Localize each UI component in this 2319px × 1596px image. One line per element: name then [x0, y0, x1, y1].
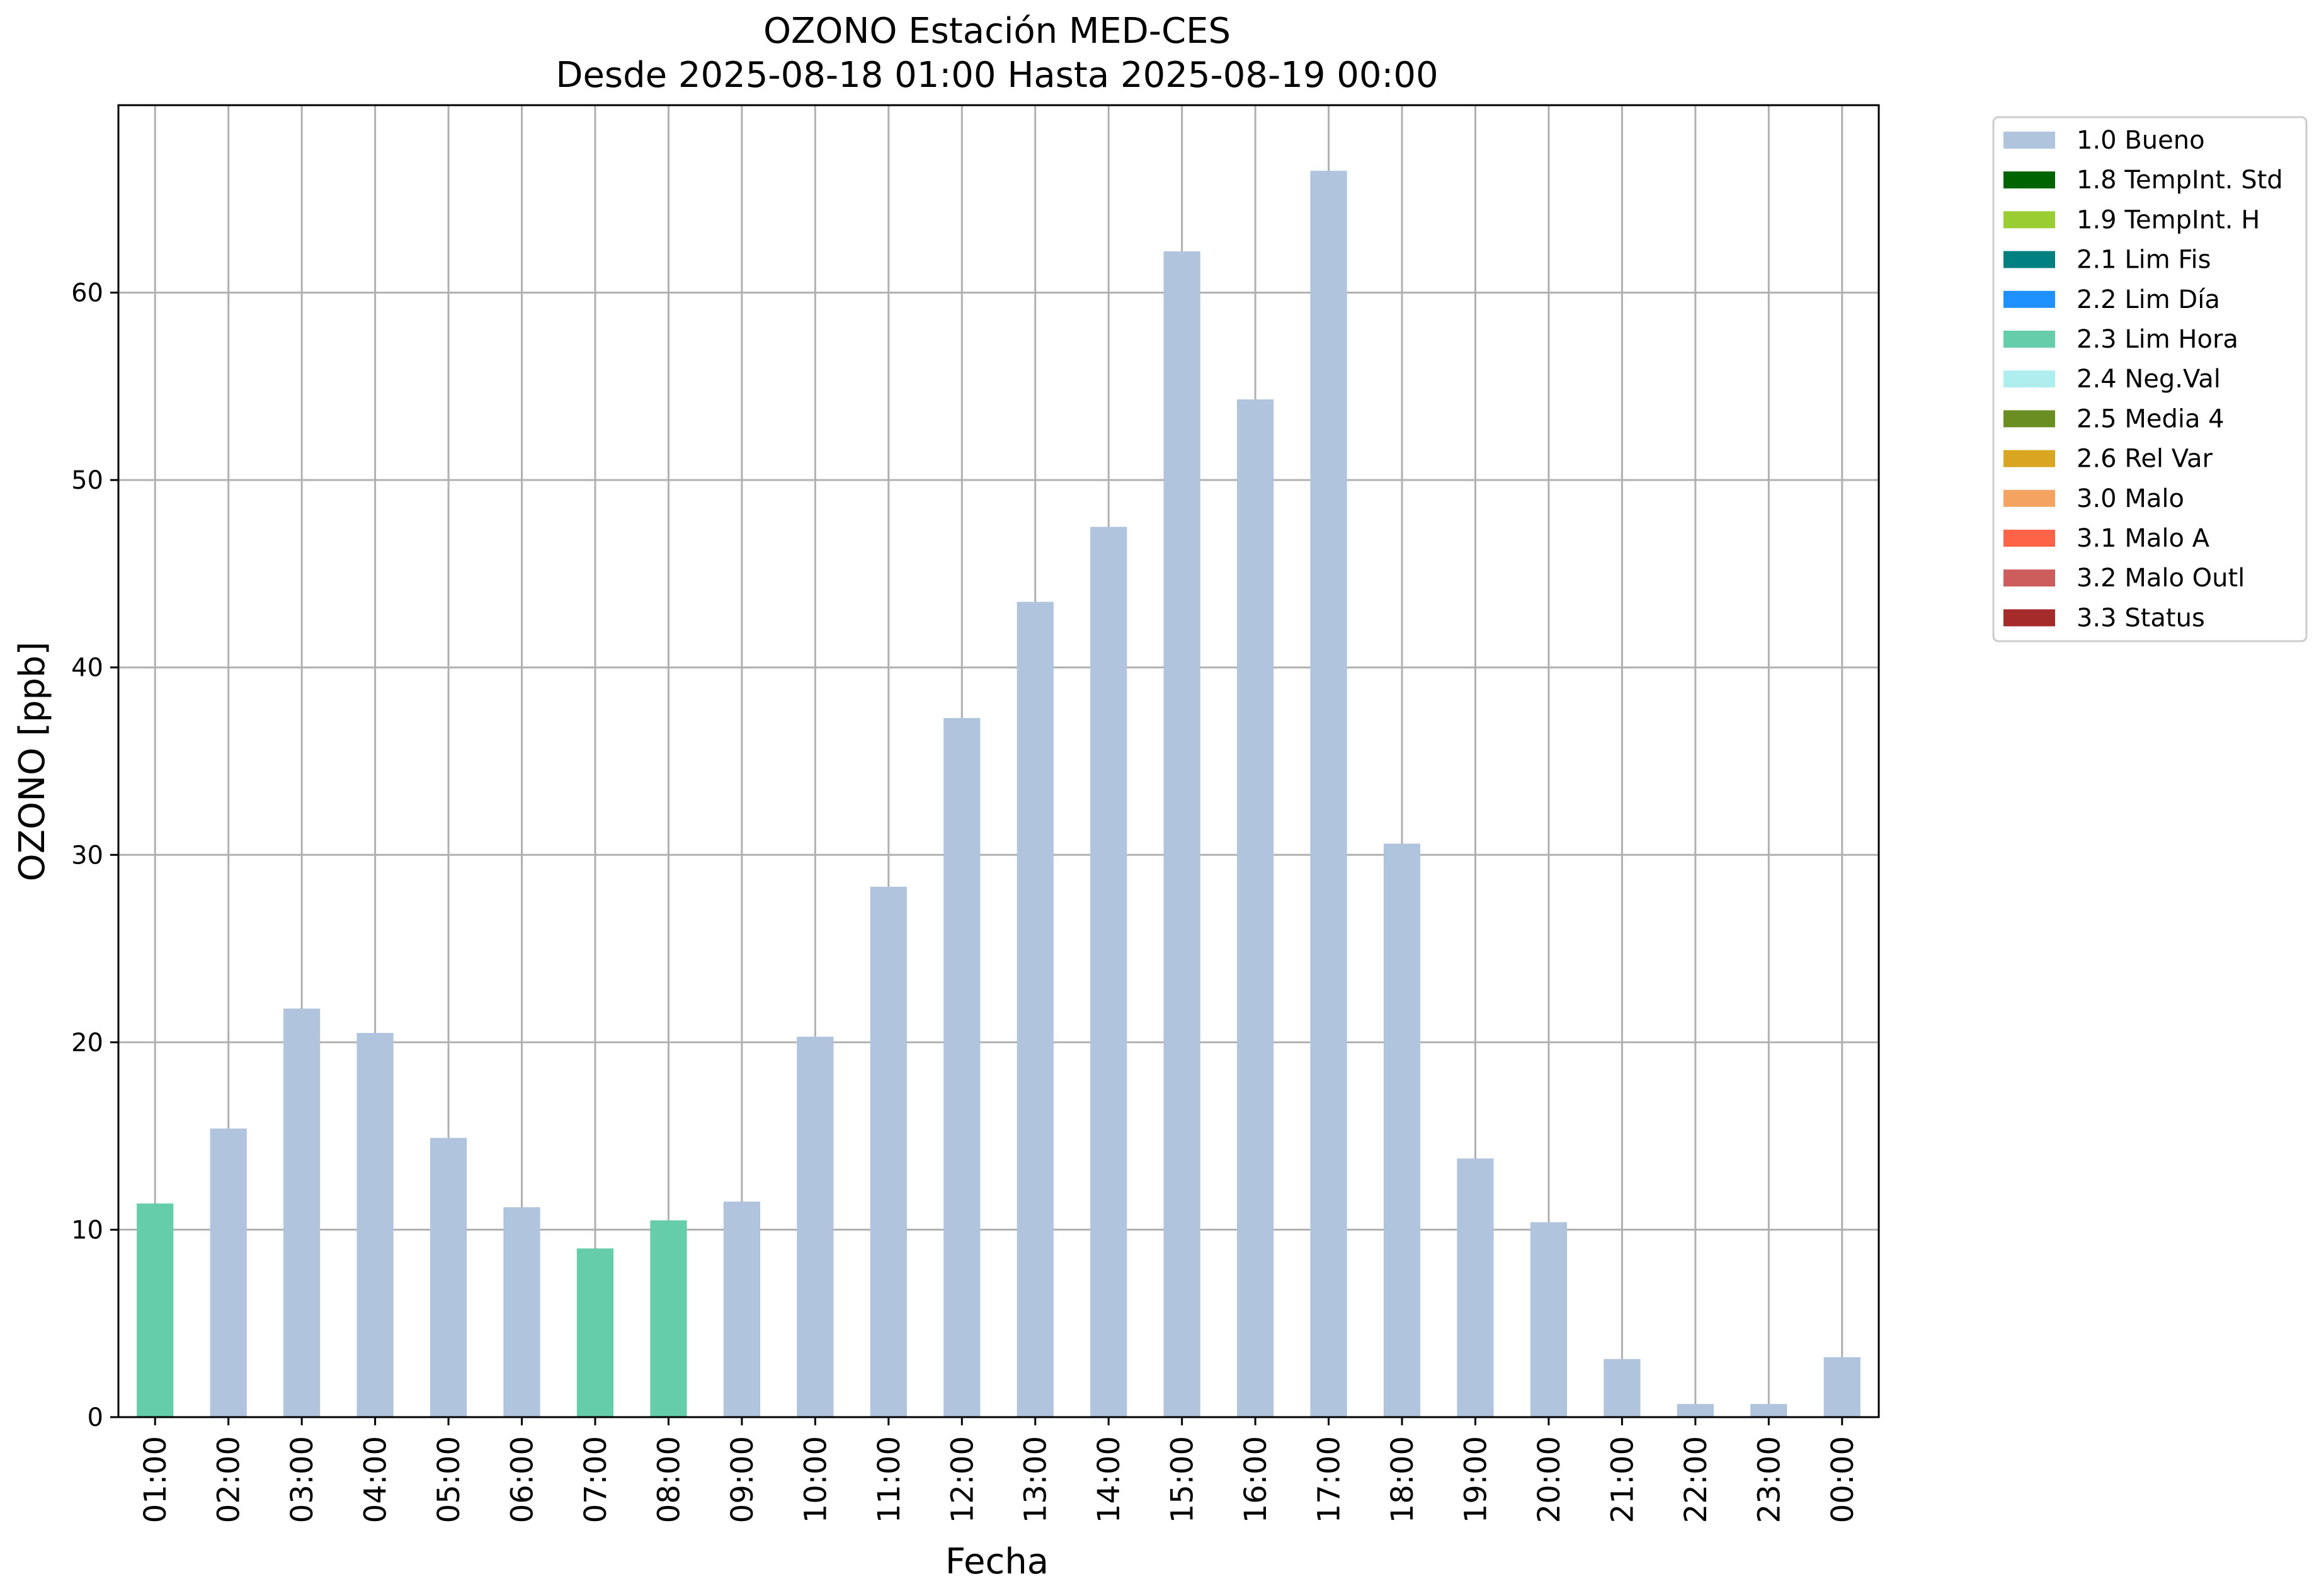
x-tick-label: 21:00	[1605, 1436, 1640, 1523]
legend-swatch	[2003, 370, 2055, 388]
y-tick-label: 40	[71, 654, 103, 683]
legend-swatch	[2003, 569, 2055, 587]
x-tick-label: 05:00	[431, 1436, 467, 1523]
bar-2000	[1530, 1222, 1568, 1417]
legend-label: 3.0 Malo	[2077, 484, 2184, 513]
x-tick-label: 08:00	[651, 1436, 687, 1523]
x-tick-label: 04:00	[358, 1436, 394, 1523]
legend: 1.0 Bueno 1.8 TempInt. Std 1.9 TempInt. H 2…	[1992, 116, 2308, 642]
legend-label: 1.9 TempInt. H	[2077, 205, 2260, 234]
x-tick-label: 02:00	[212, 1436, 247, 1523]
legend-frame	[1992, 116, 2308, 642]
bar-1700	[1310, 171, 1347, 1417]
bar-1400	[1090, 527, 1127, 1418]
x-tick-label: 19:00	[1458, 1436, 1493, 1523]
bar-2200	[1677, 1404, 1714, 1417]
x-tick-label: 09:00	[725, 1436, 760, 1523]
y-tick-label: 50	[71, 466, 103, 495]
bar-1600	[1236, 399, 1274, 1417]
legend-label: 2.1 Lim Fis	[2077, 246, 2211, 275]
x-tick-label: 22:00	[1678, 1436, 1714, 1523]
bar-0100	[137, 1203, 174, 1417]
legend-swatch	[2003, 132, 2055, 149]
legend-label: 1.0 Bueno	[2077, 126, 2205, 155]
x-tick-label: 17:00	[1312, 1436, 1347, 1523]
bar-1900	[1457, 1158, 1494, 1417]
bar-0000	[1823, 1357, 1860, 1417]
y-tick-label: 0	[88, 1403, 103, 1432]
bars-group	[137, 171, 1860, 1418]
legend-swatch	[2003, 530, 2055, 547]
bar-1300	[1017, 601, 1054, 1418]
y-tick-label: 10	[71, 1216, 103, 1245]
legend-label: 3.3 Status	[2077, 603, 2205, 632]
plot-frame	[117, 104, 1880, 1418]
legend-label: 3.2 Malo Outl	[2077, 564, 2245, 593]
x-tick-label: 20:00	[1532, 1436, 1567, 1523]
bar-0900	[723, 1201, 761, 1417]
legend-swatch	[2003, 290, 2055, 308]
legend-swatch	[2003, 171, 2055, 189]
x-tick-label: 23:00	[1752, 1436, 1787, 1523]
legend-swatch	[2003, 211, 2055, 229]
bar-1800	[1383, 843, 1421, 1417]
legend-label: 1.8 TempInt. Std	[2077, 166, 2283, 195]
legend-label: 2.2 Lim Día	[2077, 285, 2220, 314]
legend-swatch	[2003, 251, 2055, 268]
x-tick-label: 07:00	[578, 1436, 613, 1523]
x-tick-label: 15:00	[1165, 1436, 1200, 1523]
legend-label: 2.3 Lim Hora	[2077, 325, 2238, 354]
y-tick-label: 30	[71, 841, 103, 870]
chart-title: OZONO Estación MED-CES	[763, 11, 1231, 52]
bar-1200	[943, 718, 981, 1417]
x-axis-label: Fecha	[945, 1541, 1049, 1582]
bar-1000	[797, 1036, 834, 1417]
x-tick-label: 14:00	[1091, 1436, 1127, 1523]
legend-swatch	[2003, 410, 2055, 428]
legend-label: 2.6 Rel Var	[2077, 445, 2213, 474]
x-tick-label: 11:00	[872, 1436, 907, 1523]
x-tick-label: 18:00	[1385, 1436, 1420, 1523]
legend-label: 3.1 Malo A	[2077, 524, 2210, 553]
x-tick-label: 00:00	[1825, 1436, 1860, 1523]
bar-1100	[870, 886, 907, 1417]
bar-2100	[1604, 1359, 1641, 1417]
bar-0800	[650, 1220, 687, 1417]
x-tick-label: 10:00	[798, 1436, 833, 1523]
legend-label: 2.4 Neg.Val	[2077, 365, 2221, 394]
x-tick-label: 12:00	[945, 1436, 980, 1523]
legend-swatch	[2003, 450, 2055, 467]
x-tick-label: 16:00	[1238, 1436, 1273, 1523]
bar-0400	[356, 1032, 394, 1417]
y-axis-label: OZONO [ppb]	[12, 642, 53, 882]
bar-1500	[1163, 251, 1200, 1417]
bar-0300	[283, 1008, 321, 1417]
y-tick-label: 60	[71, 279, 103, 308]
bar-0700	[576, 1248, 614, 1417]
legend-label: 2.5 Media 4	[2077, 404, 2225, 433]
legend-swatch	[2003, 331, 2055, 348]
x-tick-label: 01:00	[138, 1436, 173, 1523]
y-axis-ticks: 0 10 20 30 40 50 60	[71, 279, 118, 1432]
legend-swatch	[2003, 489, 2055, 507]
x-axis-ticks: 01:00 02:00 03:00 04:00 05:00 06:00 07:00 08:00…	[138, 1417, 1860, 1523]
bar-2300	[1750, 1404, 1787, 1417]
y-tick-label: 20	[71, 1029, 103, 1057]
x-tick-label: 13:00	[1018, 1436, 1054, 1523]
x-tick-label: 06:00	[505, 1436, 540, 1523]
bar-0500	[430, 1137, 467, 1417]
x-tick-label: 03:00	[285, 1436, 320, 1523]
legend-swatch	[2003, 609, 2055, 627]
bar-0200	[210, 1128, 247, 1417]
chart-subtitle: Desde 2025-08-18 01:00 Hasta 2025-08-19 …	[556, 55, 1438, 96]
bar-0600	[503, 1207, 540, 1417]
